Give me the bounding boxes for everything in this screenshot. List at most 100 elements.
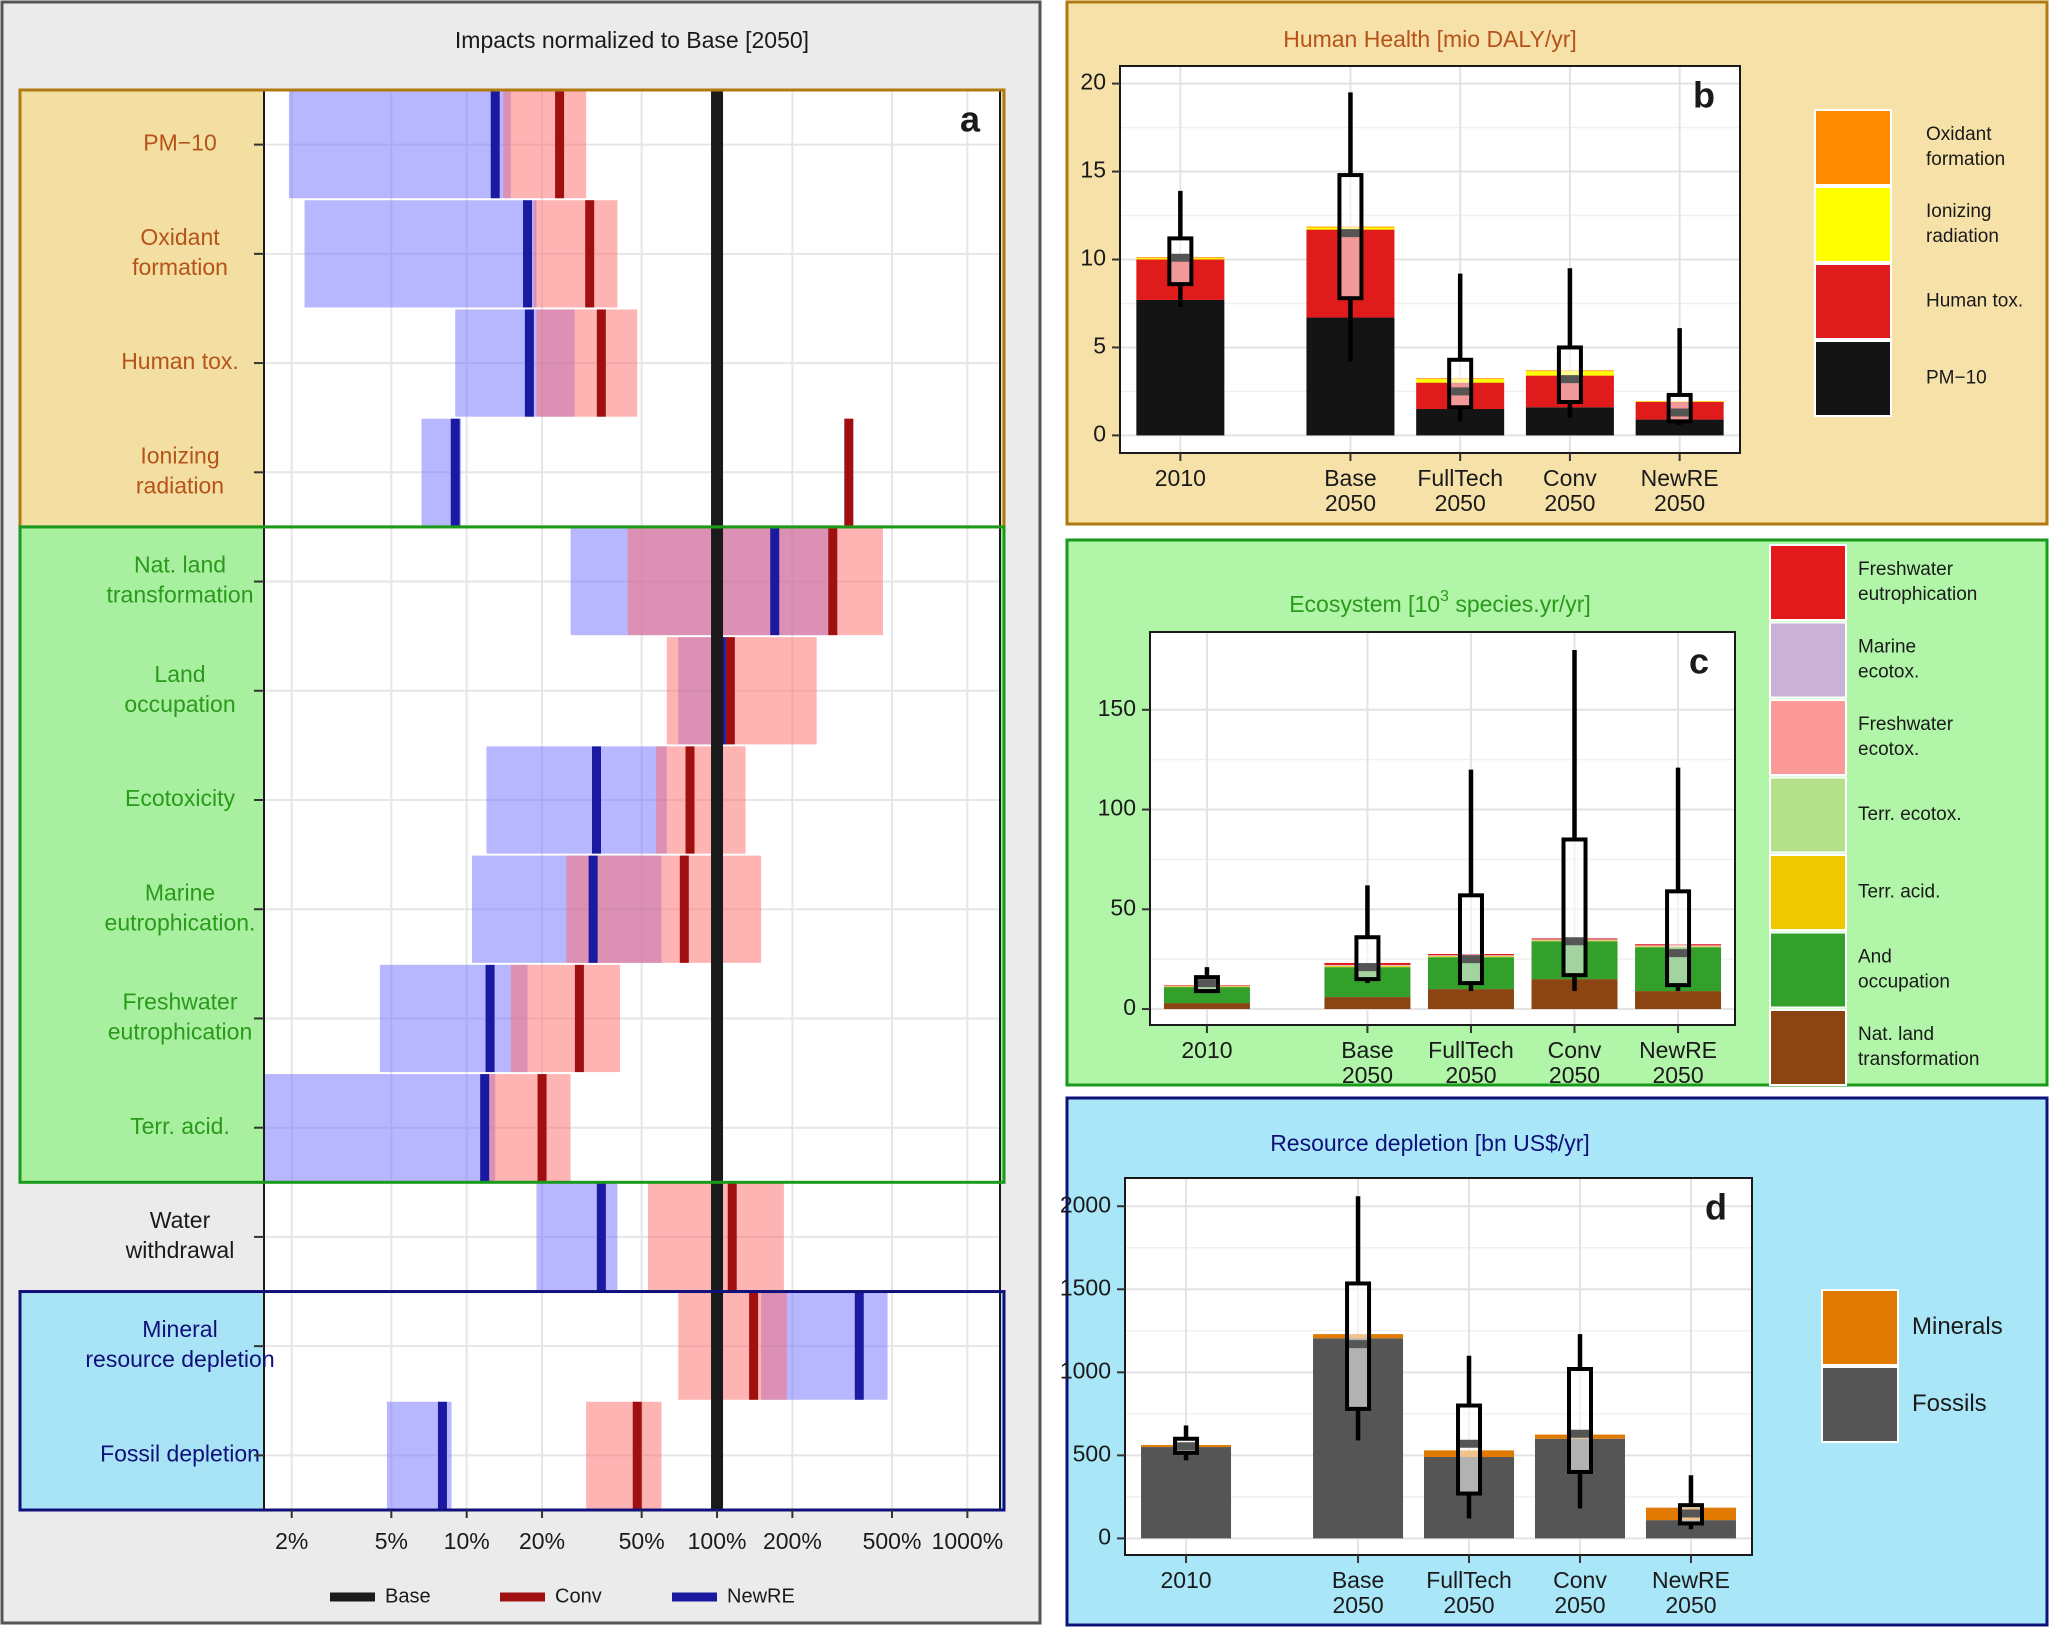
- box-iqr: [1566, 1366, 1593, 1474]
- legend-label: Freshwater eutrophication: [1858, 559, 1977, 605]
- newre-value-marker: [591, 746, 601, 854]
- category-label: Ionizing radiation: [136, 442, 224, 498]
- newre-value-marker: [485, 964, 495, 1073]
- category-label: Nat. land transformation: [106, 552, 253, 608]
- bar-segment-nat-land-transformation: [1635, 991, 1722, 1010]
- conv-value-marker: [685, 746, 695, 854]
- newre-value-marker: [437, 1401, 447, 1509]
- legend-label: Nat. land transformation: [1858, 1024, 1979, 1070]
- panel-d-plot-border: [1124, 1177, 1753, 1556]
- conv-value-marker: [632, 1401, 642, 1509]
- conv-range-bar: [627, 527, 883, 636]
- x-tick-label: Base 2050: [1341, 1037, 1393, 1088]
- newre-value-marker: [596, 1183, 606, 1291]
- legend-label: Human tox.: [1926, 291, 2023, 312]
- newre-value-marker: [524, 309, 534, 417]
- category-label: Land occupation: [124, 661, 235, 717]
- conv-range-bar: [666, 637, 817, 745]
- x-tick-label: FullTech 2050: [1428, 1037, 1514, 1088]
- x-tick-label: FullTech 2050: [1426, 1567, 1512, 1618]
- newre-range-bar: [379, 964, 528, 1073]
- conv-range-bar: [536, 309, 638, 417]
- y-tick-label: 15: [1080, 157, 1106, 183]
- base-reference-line: [711, 90, 724, 1510]
- x-tick-label: Base 2050: [1324, 465, 1376, 516]
- category-label: Fossil depletion: [100, 1440, 260, 1466]
- y-tick-label: 2000: [1060, 1191, 1111, 1217]
- legend-label-conv: Conv: [555, 1585, 602, 1607]
- newre-value-marker: [770, 527, 780, 636]
- bar-segment-fossils: [1141, 1447, 1232, 1539]
- conv-value-marker: [844, 418, 854, 526]
- conv-range-bar: [503, 91, 587, 199]
- conv-value-marker: [725, 637, 735, 745]
- y-tick-label: 20: [1080, 69, 1106, 95]
- conv-value-marker: [574, 964, 584, 1073]
- newre-range-bar: [288, 91, 511, 199]
- x-tick-label: Conv 2050: [1553, 1567, 1607, 1618]
- x-tick-label: 1000%: [932, 1528, 1004, 1554]
- legend-swatch: [1821, 1366, 1899, 1443]
- group-border-ecosystem: [18, 525, 1006, 1184]
- newre-value-marker: [480, 1074, 490, 1182]
- panel-b-human-health-chart: Human Health [mio DALY/yr] 0 5 10 15 20 2010 Ba…: [1065, 0, 2049, 526]
- legend-label-newre: NewRE: [727, 1585, 795, 1607]
- category-label: Freshwater eutrophication: [108, 989, 253, 1045]
- category-label: Terr. acid.: [130, 1113, 230, 1139]
- y-tick-label: 50: [1110, 894, 1136, 920]
- bar-segment-pm-10: [1136, 299, 1225, 436]
- category-label: Marine eutrophication.: [105, 879, 256, 935]
- conv-value-marker: [555, 91, 565, 199]
- panel-c-ecosystem-chart: Ecosystem [103 species.yr/yr] 0 50 100 150 20…: [1065, 538, 2049, 1088]
- panel-letter: a: [960, 99, 981, 140]
- x-tick-label: Base 2050: [1332, 1567, 1384, 1618]
- y-tick-label: 1000: [1060, 1357, 1111, 1383]
- y-tick-label: 150: [1098, 695, 1136, 721]
- x-tick-label: 5%: [375, 1528, 408, 1554]
- conv-value-marker: [749, 1292, 759, 1400]
- y-tick-label: 0: [1123, 994, 1136, 1020]
- bar-segment-pm-10: [1635, 419, 1724, 436]
- legend-swatch: [1769, 776, 1847, 854]
- conv-range-bar: [510, 964, 621, 1073]
- legend-label: Terr. ecotox.: [1858, 804, 1962, 825]
- legend-label: Freshwater ecotox.: [1858, 714, 1954, 760]
- x-tick-label: 2%: [275, 1528, 308, 1554]
- category-label: Human tox.: [121, 348, 239, 374]
- category-label: Mineral resource depletion: [85, 1316, 274, 1372]
- box-iqr: [1665, 889, 1692, 988]
- panel-d-resource-depletion-chart: Resource depletion [bn US$/yr] 0 500 1000 15…: [1060, 1096, 2049, 1627]
- conv-value-marker: [679, 855, 689, 963]
- newre-value-marker: [523, 200, 533, 308]
- conv-value-marker: [596, 309, 606, 417]
- y-tick-label: 0: [1093, 420, 1106, 446]
- newre-range-bar: [304, 200, 537, 308]
- x-tick-label: 100%: [688, 1528, 747, 1554]
- x-tick-label: 2010: [1181, 1037, 1232, 1063]
- bar-segment-nat-land-transformation: [1324, 997, 1411, 1010]
- box-iqr: [1456, 1403, 1483, 1496]
- legend-swatch: [1814, 340, 1892, 417]
- y-tick-label: 5: [1093, 333, 1106, 359]
- box-iqr: [1561, 837, 1588, 978]
- category-label: Ecotoxicity: [125, 785, 235, 811]
- legend-swatch: [1769, 1009, 1847, 1086]
- category-label: Water withdrawal: [125, 1207, 235, 1263]
- x-tick-label: 20%: [519, 1528, 565, 1554]
- newre-value-marker: [854, 1292, 864, 1400]
- y-tick-label: 100: [1098, 795, 1136, 821]
- conv-value-marker: [727, 1183, 737, 1291]
- legend-swatch: [1769, 544, 1847, 621]
- bar-segment-and-occupation: [1163, 987, 1250, 1004]
- box-iqr: [1556, 345, 1583, 404]
- category-label: Oxidant formation: [132, 224, 228, 280]
- conv-range-bar: [655, 746, 746, 854]
- category-label: PM−10: [143, 130, 217, 156]
- x-tick-label: 2010: [1160, 1567, 1211, 1593]
- panel-letter: b: [1693, 75, 1715, 116]
- newre-value-marker: [450, 418, 460, 526]
- legend-label: Fossils: [1912, 1390, 1987, 1417]
- panel-a-title: Impacts normalized to Base [2050]: [455, 27, 809, 53]
- panel-c-plot-border: [1149, 631, 1736, 1026]
